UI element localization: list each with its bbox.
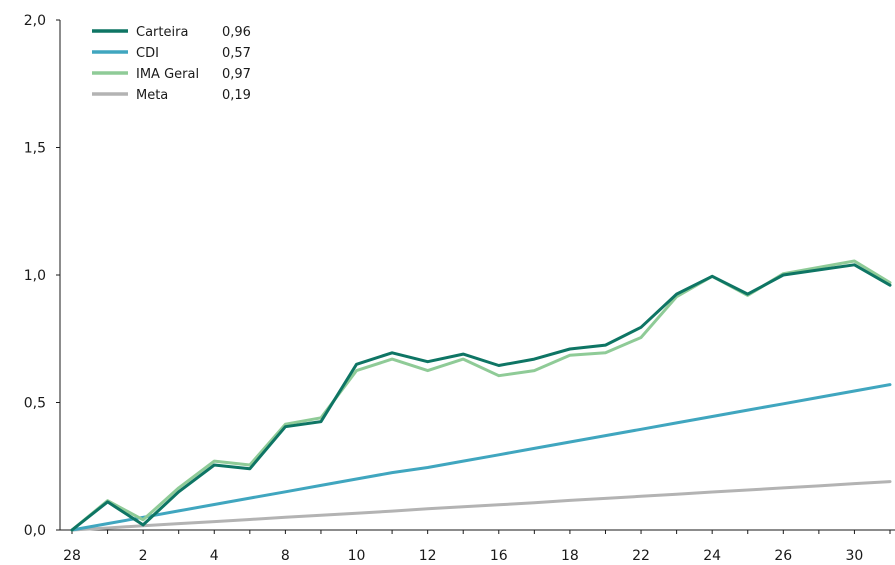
y-tick-label: 1,0 bbox=[24, 268, 46, 284]
x-tick-label: 24 bbox=[703, 548, 721, 564]
legend-label-meta: Meta bbox=[136, 88, 168, 103]
legend-value-carteira: 0,96 bbox=[222, 25, 251, 40]
axes: 0,00,51,01,52,028 2 4 8 10 12 16 18 22 24 26 30 bbox=[24, 13, 895, 564]
y-tick-label: 0,5 bbox=[24, 396, 46, 412]
legend-label-ima-geral: IMA Geral bbox=[136, 67, 199, 82]
y-tick-label: 2,0 bbox=[24, 13, 46, 29]
y-tick-label: 0,0 bbox=[24, 523, 46, 539]
x-tick-label: 26 bbox=[774, 548, 792, 564]
x-tick-label: 8 bbox=[281, 548, 290, 564]
x-tick-label: 2 bbox=[139, 548, 148, 564]
series-line-cdi bbox=[70, 383, 892, 532]
series-lines bbox=[70, 259, 892, 532]
x-tick-label: 10 bbox=[348, 548, 366, 564]
series-line-carteira bbox=[70, 263, 892, 532]
legend-value-meta: 0,19 bbox=[222, 88, 251, 103]
legend-value-cdi: 0,57 bbox=[222, 46, 251, 61]
x-tick-label: 12 bbox=[419, 548, 437, 564]
y-tick-label: 1,5 bbox=[24, 141, 46, 157]
legend-value-ima-geral: 0,97 bbox=[222, 67, 251, 82]
x-tick-label: 16 bbox=[490, 548, 508, 564]
x-tick-label: 4 bbox=[210, 548, 219, 564]
legend-label-cdi: CDI bbox=[136, 46, 159, 61]
x-tick-label: 28 bbox=[63, 548, 81, 564]
series-line-meta bbox=[70, 480, 892, 532]
x-tick-label: 18 bbox=[561, 548, 579, 564]
legend: Carteira 0,96 CDI 0,57 IMA Geral 0,97 Meta 0,19 bbox=[92, 25, 251, 103]
legend-label-carteira: Carteira bbox=[136, 25, 188, 40]
x-tick-label: 30 bbox=[846, 548, 864, 564]
x-tick-label: 22 bbox=[632, 548, 650, 564]
